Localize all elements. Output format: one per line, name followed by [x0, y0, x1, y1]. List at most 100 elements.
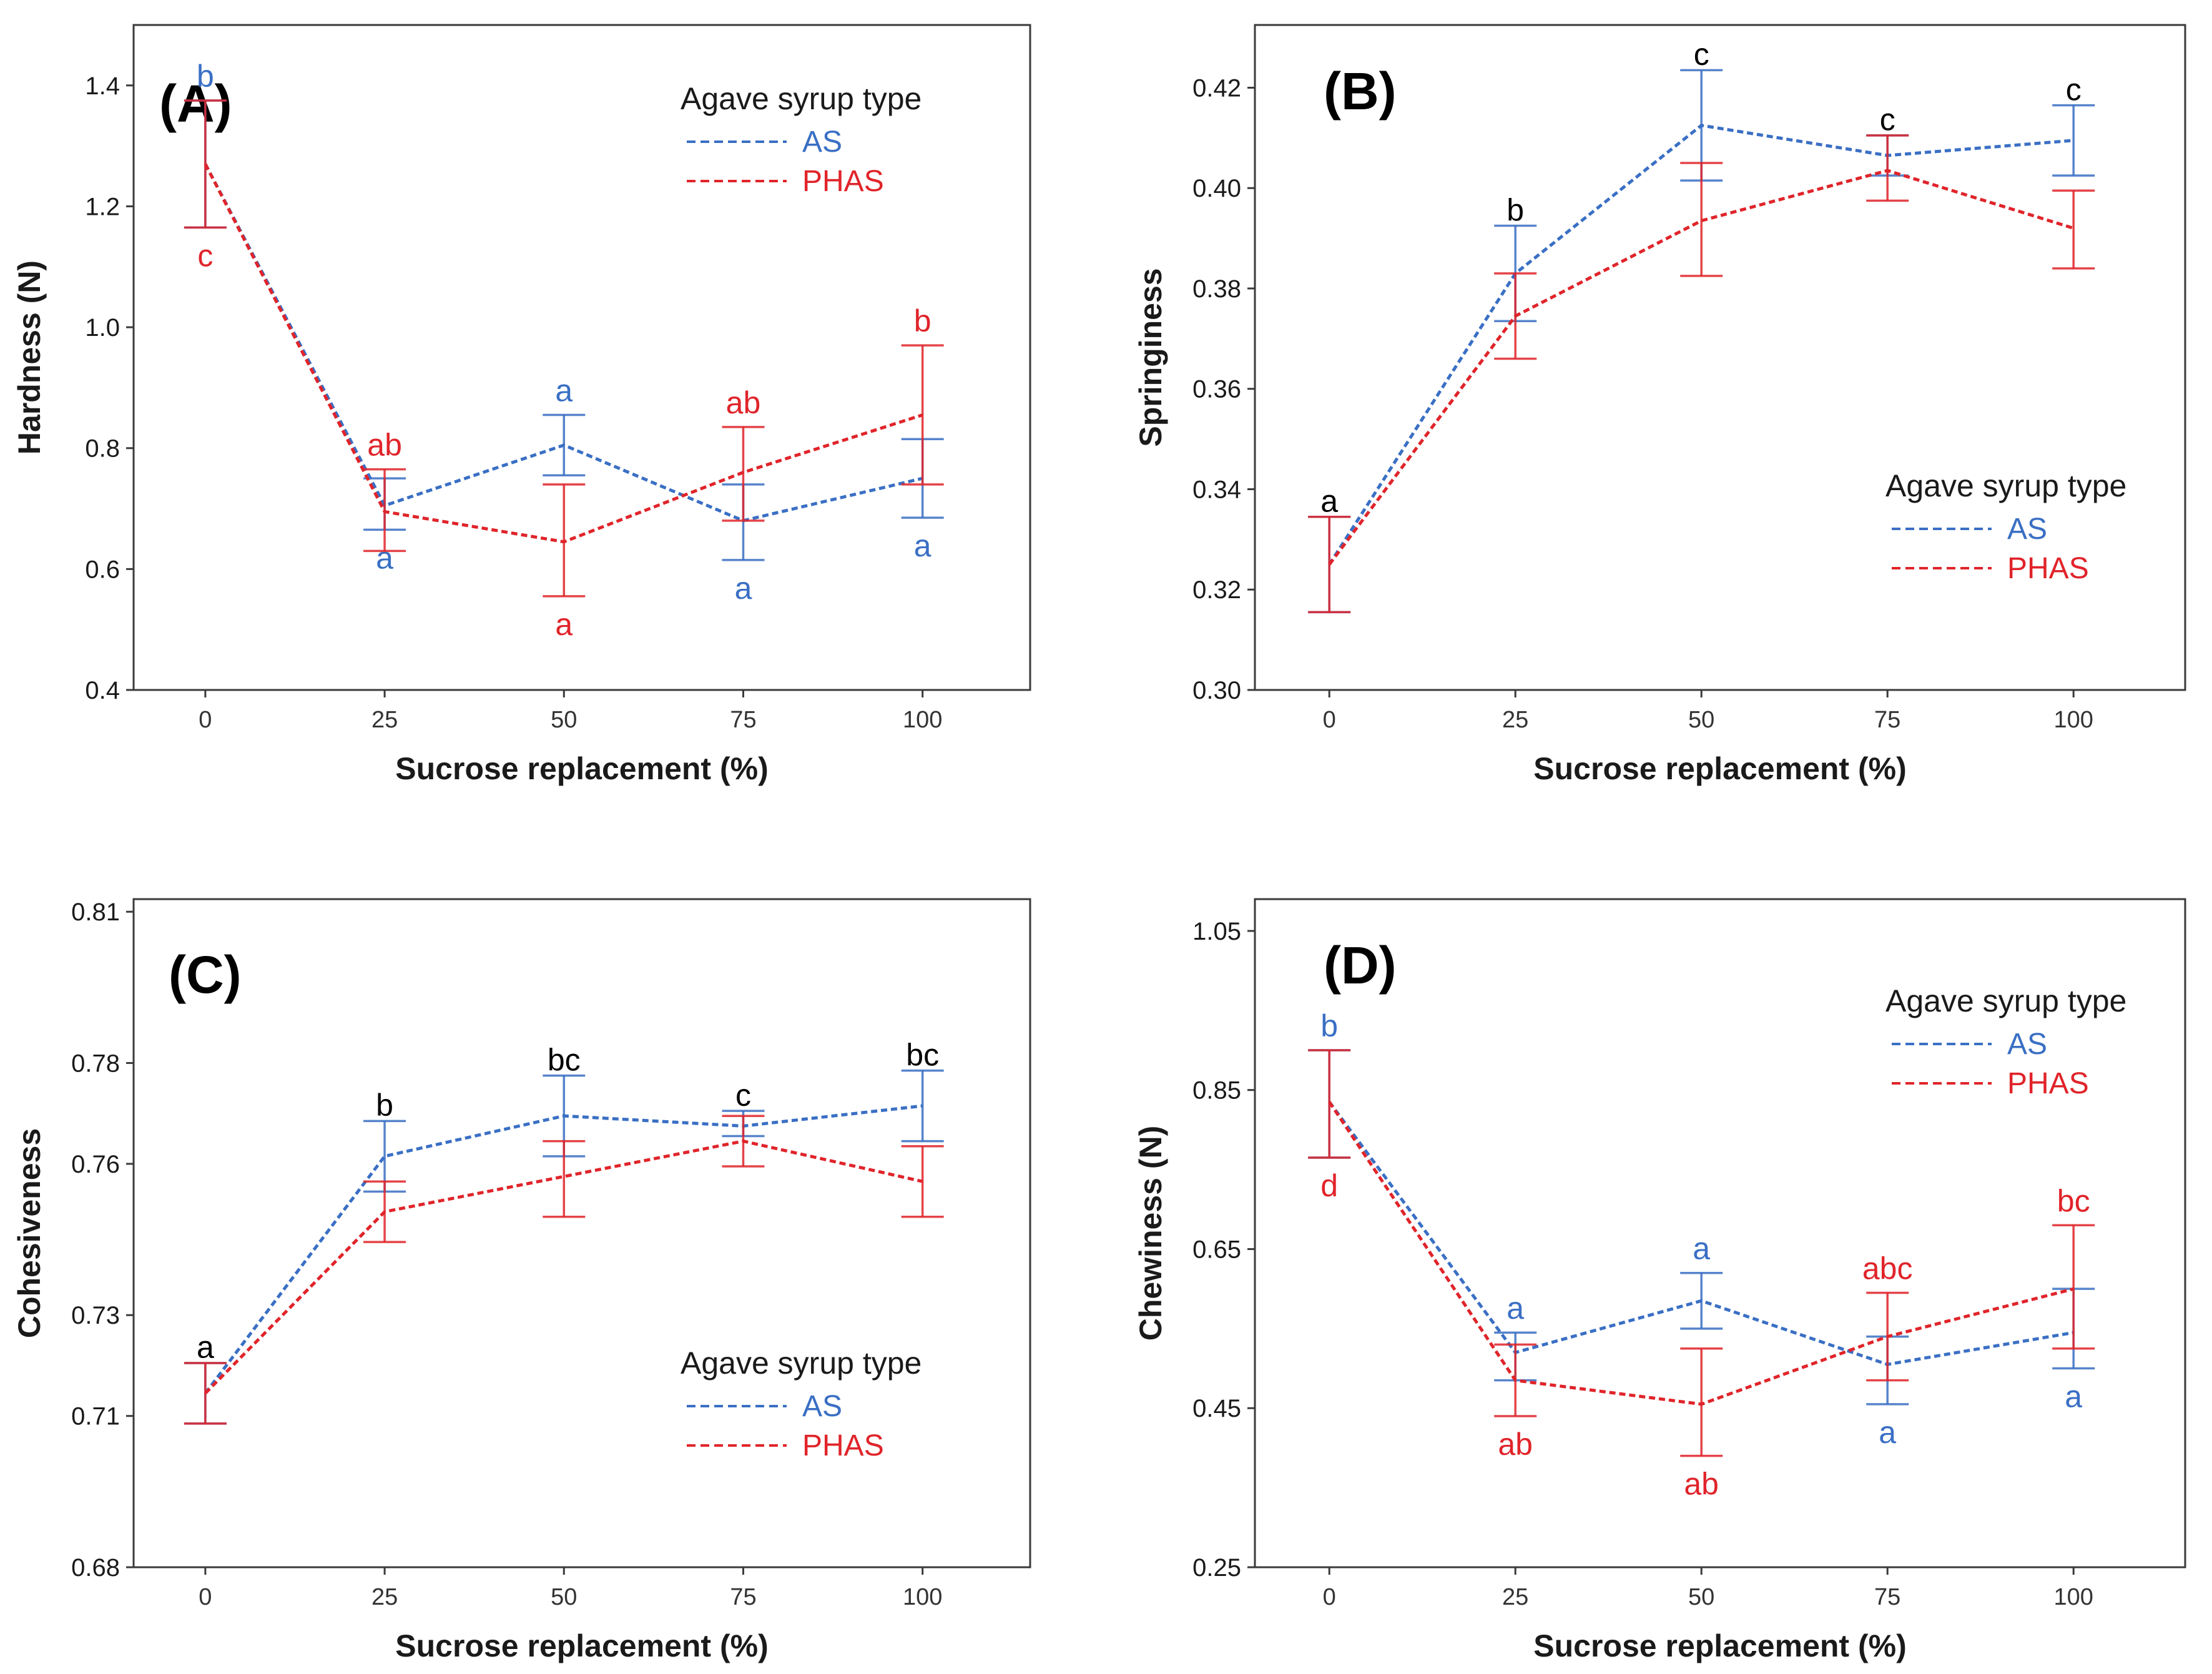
significance-letter: bc	[2057, 1183, 2090, 1218]
x-tick-label: 25	[1502, 707, 1528, 733]
y-tick-label: 0.68	[71, 1554, 120, 1582]
significance-letter: c	[735, 1078, 751, 1113]
y-tick-label: 0.25	[1192, 1554, 1241, 1582]
y-tick-label: 0.4	[85, 677, 120, 704]
significance-letter: c	[197, 238, 213, 273]
panel-label: (B)	[1324, 62, 1397, 121]
legend-label-as: AS	[2007, 513, 2047, 546]
significance-letter: a	[2065, 1379, 2082, 1414]
significance-letter: b	[197, 59, 214, 94]
significance-letter: ab	[726, 385, 761, 420]
x-tick-label: 25	[1502, 1584, 1528, 1610]
legend-title: Agave syrup type	[1885, 468, 2126, 503]
y-tick-label: 0.42	[1192, 74, 1241, 102]
x-axis-label: Sucrose replacement (%)	[395, 751, 768, 786]
panel-label: (A)	[159, 74, 232, 133]
y-axis-label: Chewiness (N)	[1133, 1126, 1168, 1341]
y-tick-label: 0.81	[71, 899, 120, 926]
panel-label: (D)	[1324, 936, 1397, 995]
y-tick-label: 1.0	[85, 314, 120, 342]
y-tick-label: 0.76	[71, 1151, 120, 1178]
x-tick-label: 50	[551, 1584, 577, 1610]
plot-frame	[1254, 898, 2186, 1568]
legend-label-as: AS	[2007, 1028, 2047, 1061]
legend-title: Agave syrup type	[681, 81, 922, 116]
y-tick-label: 0.30	[1192, 677, 1241, 704]
y-tick-label: 0.65	[1192, 1236, 1241, 1263]
significance-letter: a	[1507, 1291, 1524, 1326]
x-tick-label: 75	[1874, 707, 1900, 733]
y-tick-label: 1.4	[85, 72, 120, 100]
y-axis-label: Cohesiveness	[12, 1128, 47, 1338]
significance-letter: ab	[367, 428, 402, 463]
y-tick-label: 0.45	[1192, 1395, 1241, 1422]
x-tick-label: 0	[1323, 707, 1336, 733]
significance-letter: a	[914, 528, 931, 563]
plot-frame	[1254, 24, 2186, 691]
y-tick-label: 0.71	[71, 1403, 120, 1430]
y-tick-label: 0.36	[1192, 376, 1241, 403]
significance-letter: b	[376, 1088, 393, 1123]
significance-letter: a	[1879, 1415, 1896, 1450]
y-axis-label: Springiness	[1133, 268, 1168, 446]
x-tick-label: 25	[371, 1584, 398, 1610]
significance-letter: c	[2066, 72, 2082, 107]
significance-letter: bc	[906, 1037, 939, 1072]
significance-letter: abc	[1862, 1251, 1913, 1286]
legend-label-phas: PHAS	[802, 165, 884, 198]
y-tick-label: 0.38	[1192, 275, 1241, 303]
x-tick-label: 0	[199, 1584, 212, 1610]
y-tick-label: 0.6	[85, 556, 120, 583]
legend-title: Agave syrup type	[1885, 983, 2126, 1018]
significance-letter: a	[1693, 1231, 1710, 1266]
x-tick-label: 100	[2053, 1584, 2093, 1610]
x-tick-label: 75	[1874, 1584, 1900, 1610]
y-tick-label: 0.8	[85, 435, 120, 463]
y-tick-label: 1.05	[1192, 918, 1241, 945]
y-tick-label: 0.32	[1192, 576, 1241, 604]
significance-letter: c	[1694, 37, 1709, 72]
y-tick-label: 1.2	[85, 193, 120, 220]
plot-frame	[132, 898, 1031, 1568]
significance-letter: c	[1880, 102, 1895, 137]
legend-label-as: AS	[802, 126, 842, 159]
significance-letter: ab	[1498, 1427, 1533, 1462]
x-axis-label: Sucrose replacement (%)	[395, 1628, 768, 1663]
significance-letter: a	[735, 571, 752, 606]
legend-label-phas: PHAS	[2007, 552, 2089, 585]
x-axis-label: Sucrose replacement (%)	[1533, 751, 1906, 786]
plot-frame	[132, 24, 1031, 691]
panel-label: (C)	[169, 945, 242, 1004]
x-tick-label: 50	[551, 707, 577, 733]
y-axis-label: Hardness (N)	[12, 260, 47, 455]
significance-letter: a	[555, 373, 573, 408]
significance-letter: a	[555, 607, 573, 642]
series-line-phas	[204, 1140, 923, 1395]
y-tick-label: 0.34	[1192, 476, 1241, 503]
x-tick-label: 100	[903, 707, 942, 733]
x-tick-label: 75	[730, 707, 756, 733]
y-tick-label: 0.85	[1192, 1077, 1241, 1105]
significance-letter: b	[1507, 192, 1524, 227]
y-tick-label: 0.78	[71, 1050, 120, 1077]
significance-letter: bc	[548, 1042, 581, 1077]
significance-letter: ab	[1684, 1467, 1719, 1502]
x-tick-label: 75	[730, 1584, 756, 1610]
x-tick-label: 0	[199, 707, 212, 733]
y-tick-label: 0.73	[71, 1302, 120, 1329]
x-tick-label: 100	[903, 1584, 942, 1610]
significance-letter: b	[914, 303, 931, 338]
legend-label-phas: PHAS	[802, 1429, 884, 1462]
legend-label-phas: PHAS	[2007, 1067, 2089, 1100]
legend-label-as: AS	[802, 1390, 842, 1423]
x-tick-label: 25	[371, 707, 398, 733]
x-tick-label: 0	[1323, 1584, 1336, 1610]
x-tick-label: 100	[2053, 707, 2093, 733]
legend-title: Agave syrup type	[681, 1346, 922, 1381]
significance-letter: d	[1320, 1168, 1338, 1203]
significance-letter: a	[197, 1330, 214, 1365]
x-tick-label: 50	[1688, 707, 1714, 733]
y-tick-label: 0.40	[1192, 175, 1241, 202]
